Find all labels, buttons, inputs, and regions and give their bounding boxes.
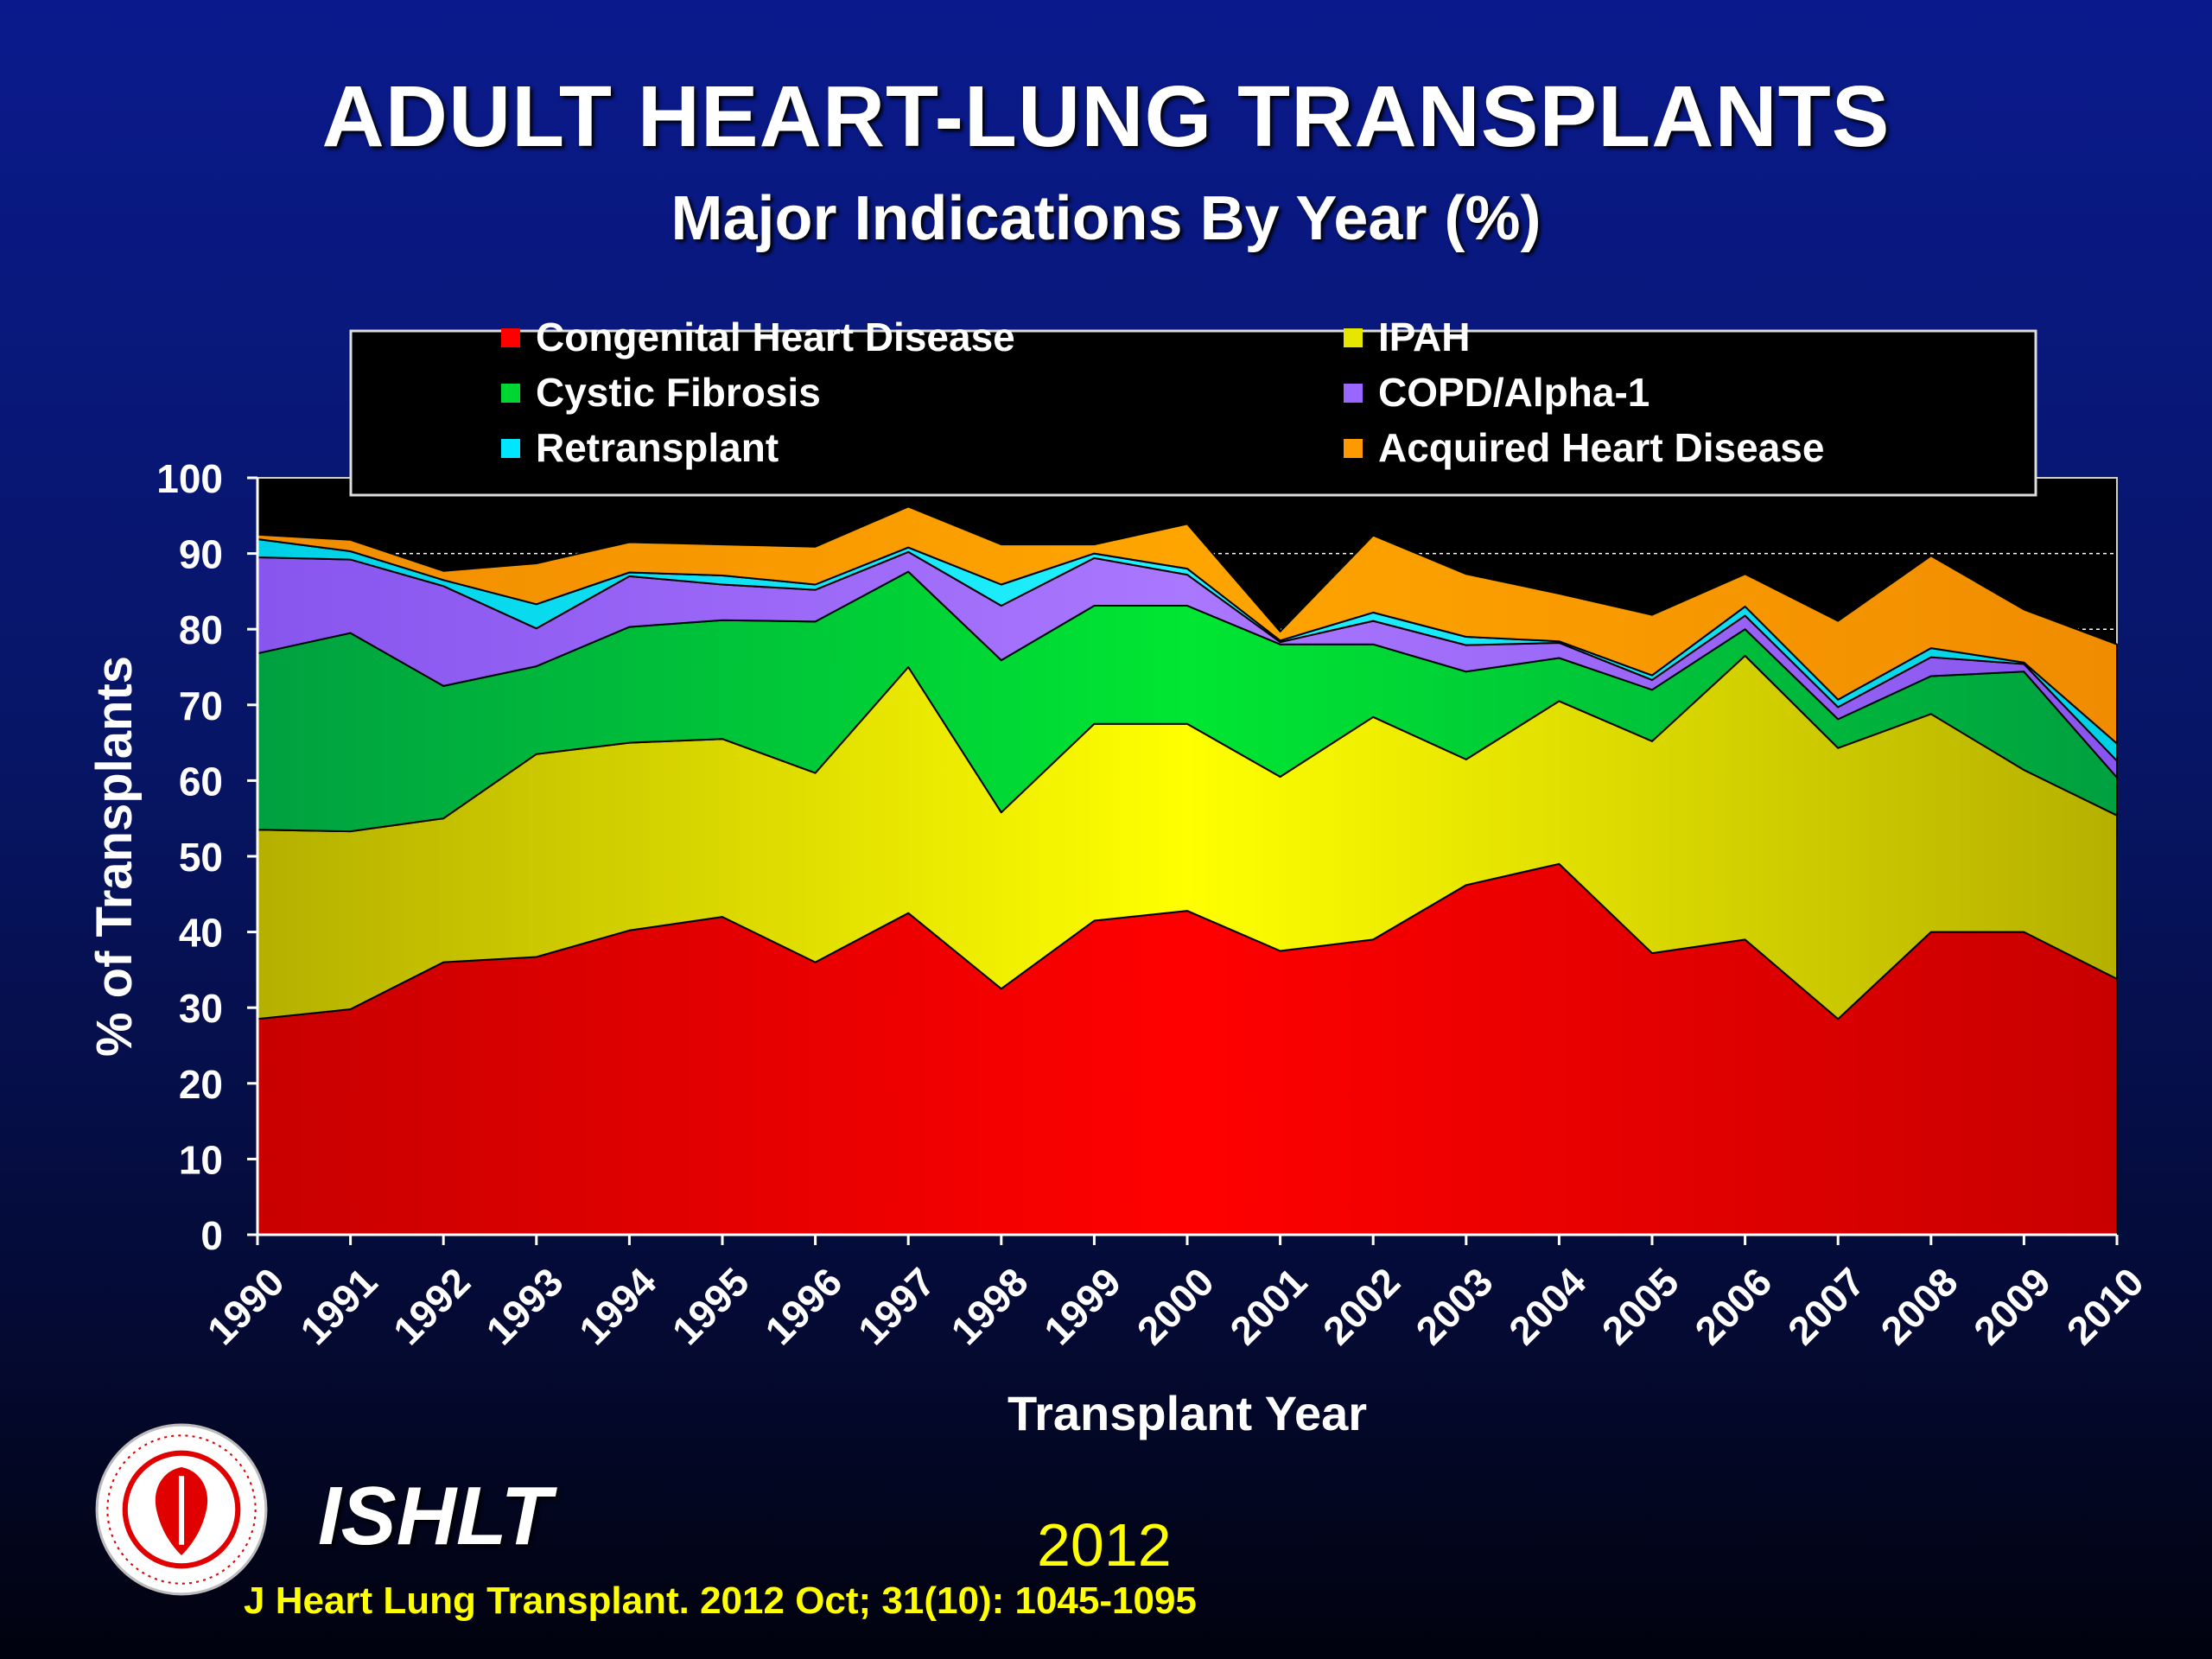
legend-label-cystic-fibrosis: Cystic Fibrosis <box>536 370 821 415</box>
x-tick-label: 2008 <box>1872 1259 1966 1353</box>
legend-label-copd-alpha-1: COPD/Alpha-1 <box>1378 370 1649 415</box>
legend-label-ipah: IPAH <box>1378 315 1471 359</box>
x-tick-label: 2000 <box>1128 1259 1223 1353</box>
x-tick-label: 1999 <box>1035 1259 1129 1353</box>
x-tick-label: 1992 <box>385 1259 479 1353</box>
report-year: 2012 <box>1037 1511 1172 1579</box>
legend-swatch-acquired-heart-disease <box>1344 439 1363 458</box>
legend-box <box>349 329 2037 497</box>
x-tick-label: 1990 <box>199 1259 293 1353</box>
y-tick-label: 60 <box>179 759 223 804</box>
area-acquired-heart-disease <box>257 505 2118 745</box>
x-tick-labels: 1990199119921993199419951996199719981999… <box>199 1259 2152 1353</box>
legend-swatch-congenital-heart-disease <box>501 328 520 347</box>
y-tick-label: 80 <box>179 607 223 652</box>
x-tick-label: 1996 <box>756 1259 850 1353</box>
x-axis-label: Transplant Year <box>1007 1386 1367 1440</box>
x-tick-label: 1995 <box>664 1259 758 1353</box>
y-tick-label: 30 <box>179 986 223 1031</box>
x-tick-label: 2006 <box>1686 1259 1780 1353</box>
slide-title: ADULT HEART-LUNG TRANSPLANTS <box>321 68 1891 165</box>
y-tick-label: 90 <box>179 532 223 577</box>
x-tick-label: 2001 <box>1221 1259 1315 1353</box>
x-tick-label: 1994 <box>570 1259 664 1353</box>
y-tick-labels: 0 10 20 30 40 50 60 70 80 90 100 <box>156 456 223 1258</box>
legend-label-retransplant: Retransplant <box>536 425 779 470</box>
x-tick-label: 2009 <box>1965 1259 2059 1353</box>
y-tick-label: 100 <box>156 456 223 501</box>
slide-subtitle: Major Indications By Year (%) <box>671 184 1541 253</box>
x-tick-label: 1998 <box>942 1259 1036 1353</box>
y-tick-label: 20 <box>179 1062 223 1107</box>
legend-swatch-ipah <box>1344 328 1363 347</box>
citation: J Heart Lung Transplant. 2012 Oct; 31(10… <box>244 1580 1197 1622</box>
y-tick-label: 0 <box>200 1213 223 1258</box>
org-name: ISHLT <box>318 1470 552 1562</box>
series-areas <box>257 505 2118 1236</box>
x-tick-label: 2010 <box>2058 1259 2152 1353</box>
x-tick-label: 1991 <box>291 1259 385 1353</box>
axes <box>247 476 2119 1245</box>
x-tick-label: 2003 <box>1407 1259 1501 1353</box>
y-tick-label: 70 <box>179 683 223 728</box>
legend-swatch-cystic-fibrosis <box>501 384 520 403</box>
x-tick-label: 1997 <box>849 1259 944 1353</box>
y-tick-label: 50 <box>179 835 223 880</box>
x-tick-label: 1993 <box>477 1259 571 1353</box>
y-axis-label: % of Transplants <box>86 656 143 1057</box>
legend-swatch-retransplant <box>501 439 520 458</box>
ishlt-seal-icon <box>95 1423 268 1596</box>
y-tick-label: 40 <box>179 911 223 956</box>
x-tick-label: 2004 <box>1500 1259 1594 1353</box>
legend-label-congenital-heart-disease: Congenital Heart Disease <box>536 315 1015 359</box>
x-tick-label: 2005 <box>1593 1259 1688 1353</box>
legend-swatch-copd-alpha-1 <box>1344 384 1363 403</box>
legend-label-acquired-heart-disease: Acquired Heart Disease <box>1378 425 1824 470</box>
legend: Congenital Heart Disease IPAH Cystic Fibro… <box>349 315 2037 497</box>
y-tick-label: 10 <box>179 1137 223 1182</box>
x-tick-label: 2007 <box>1779 1259 1873 1353</box>
x-tick-label: 2002 <box>1314 1259 1408 1353</box>
